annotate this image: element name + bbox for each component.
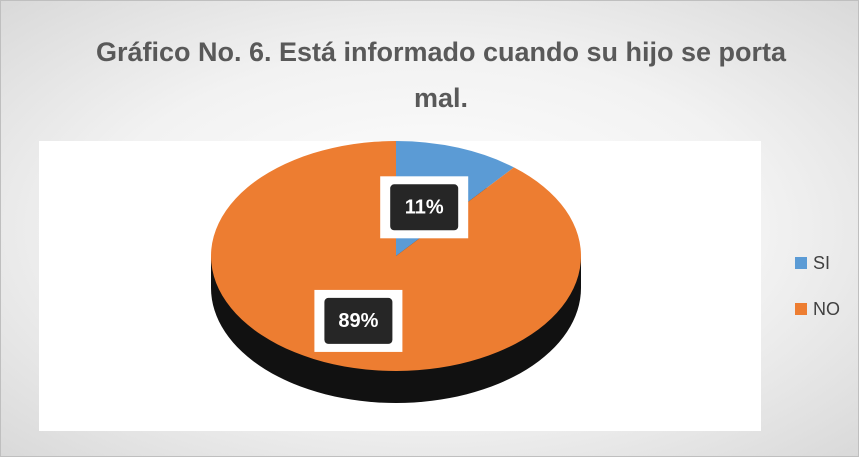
legend-label: NO	[813, 299, 840, 319]
data-label: 11%	[405, 197, 444, 219]
legend-swatch	[795, 303, 807, 315]
label-box	[390, 184, 459, 231]
legend-swatch	[795, 257, 807, 269]
chart-title: Gráfico No. 6. Está informado cuando su …	[95, 37, 787, 113]
label-box	[324, 297, 393, 344]
pie-slice	[211, 141, 582, 371]
legend-label: SI	[813, 253, 830, 273]
data-label: 89%	[338, 310, 378, 332]
